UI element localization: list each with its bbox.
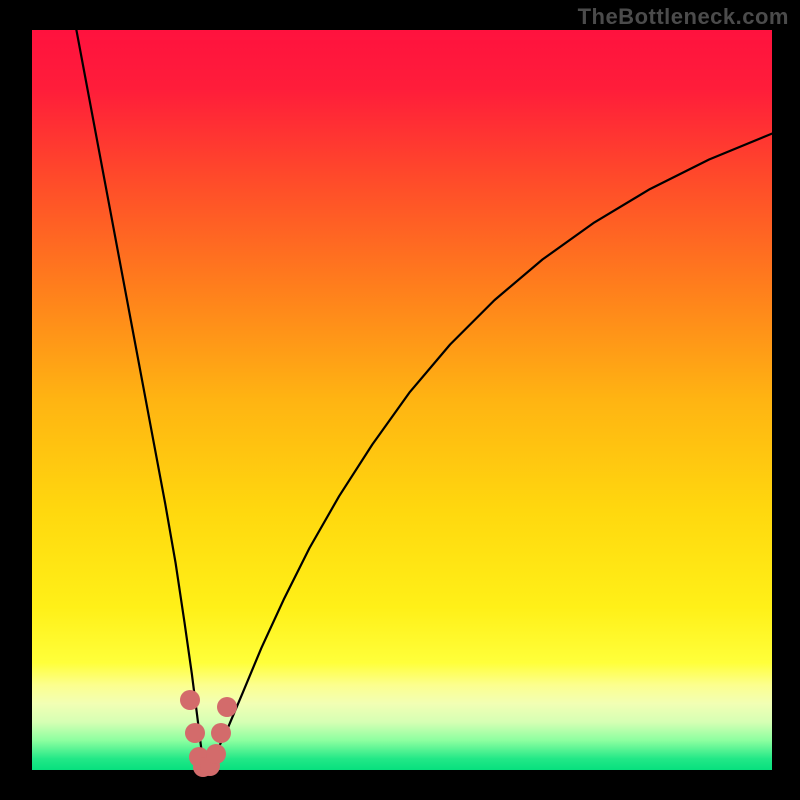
marker-point [206, 744, 226, 764]
marker-point [211, 723, 231, 743]
attribution-text: TheBottleneck.com [578, 4, 789, 30]
chart-frame: TheBottleneck.com [0, 0, 800, 800]
marker-point [217, 697, 237, 717]
marker-point [180, 690, 200, 710]
plot-area [32, 30, 772, 770]
marker-point [185, 723, 205, 743]
marker-layer [32, 30, 772, 770]
